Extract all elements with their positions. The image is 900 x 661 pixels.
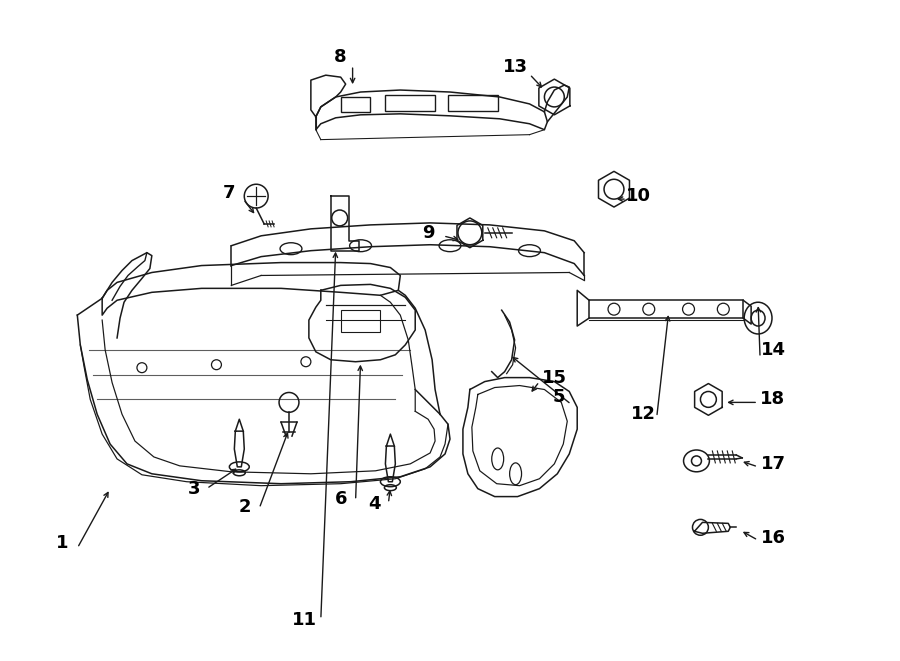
Text: 6: 6 — [335, 490, 346, 508]
Text: 7: 7 — [223, 184, 236, 202]
Text: 4: 4 — [368, 494, 381, 512]
Text: 14: 14 — [760, 341, 786, 359]
Text: 12: 12 — [631, 405, 656, 423]
Text: 16: 16 — [760, 529, 786, 547]
Text: 1: 1 — [56, 534, 68, 552]
Text: 3: 3 — [187, 480, 200, 498]
Text: 15: 15 — [542, 369, 567, 387]
Bar — [341, 97, 371, 112]
Text: 8: 8 — [335, 48, 347, 66]
Text: 17: 17 — [760, 455, 786, 473]
Text: 5: 5 — [554, 389, 565, 407]
Text: 9: 9 — [422, 224, 435, 242]
Bar — [341, 310, 381, 332]
Bar — [590, 300, 743, 318]
Text: 10: 10 — [626, 187, 652, 205]
Text: 18: 18 — [760, 391, 786, 408]
Text: 13: 13 — [503, 58, 528, 76]
Text: 11: 11 — [292, 611, 318, 629]
Text: 2: 2 — [239, 498, 251, 516]
Bar — [385, 95, 435, 111]
Bar — [448, 95, 498, 111]
